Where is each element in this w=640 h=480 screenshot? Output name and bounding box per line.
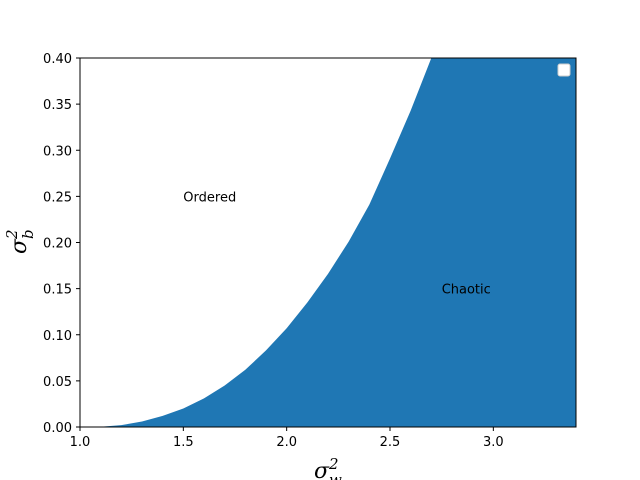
y-tick-label: 0.00 <box>43 421 72 436</box>
chaotic-annotation: Chaotic <box>442 283 491 298</box>
x-axis-label-symbol: σ <box>314 459 330 480</box>
y-tick-label: 0.30 <box>43 144 72 159</box>
y-tick-label: 0.15 <box>43 283 72 298</box>
plot-area <box>79 57 577 428</box>
x-axis-ticks: 1.0 1.5 2.0 2.5 3.0 <box>70 427 504 450</box>
x-tick-label: 1.5 <box>173 435 194 450</box>
x-tick-label: 2.5 <box>380 435 401 450</box>
x-axis-label-superscript: 2 <box>328 455 339 473</box>
legend <box>557 63 571 77</box>
y-tick-label: 0.20 <box>43 237 72 252</box>
y-axis-label-superscript: 2 <box>3 229 21 240</box>
y-axis-label-subscript: b <box>19 229 37 239</box>
y-tick-label: 0.40 <box>43 52 72 67</box>
x-tick-label: 1.0 <box>70 435 91 450</box>
y-tick-label: 0.10 <box>43 329 72 344</box>
y-axis-ticks: 0.00 0.05 0.10 0.15 0.20 0.25 0.30 0.35 0.40 <box>43 52 80 436</box>
y-tick-label: 0.35 <box>43 98 72 113</box>
y-tick-label: 0.05 <box>43 375 72 390</box>
y-axis-label-symbol: σ <box>7 238 32 254</box>
x-axis-label: σ 2 w <box>314 455 342 480</box>
chaotic-region-fill <box>80 58 576 427</box>
x-axis-label-subscript: w <box>329 471 342 480</box>
y-axis-label: σ 2 b <box>3 229 37 254</box>
y-tick-label: 0.25 <box>43 190 72 205</box>
x-tick-label: 2.0 <box>276 435 297 450</box>
x-tick-label: 3.0 <box>483 435 504 450</box>
ordered-annotation: Ordered <box>183 190 236 205</box>
legend-box <box>557 63 571 77</box>
